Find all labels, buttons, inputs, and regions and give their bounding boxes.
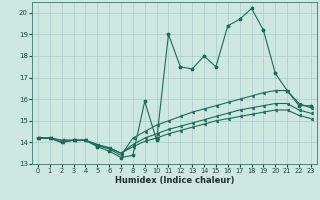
X-axis label: Humidex (Indice chaleur): Humidex (Indice chaleur) [115,176,234,185]
